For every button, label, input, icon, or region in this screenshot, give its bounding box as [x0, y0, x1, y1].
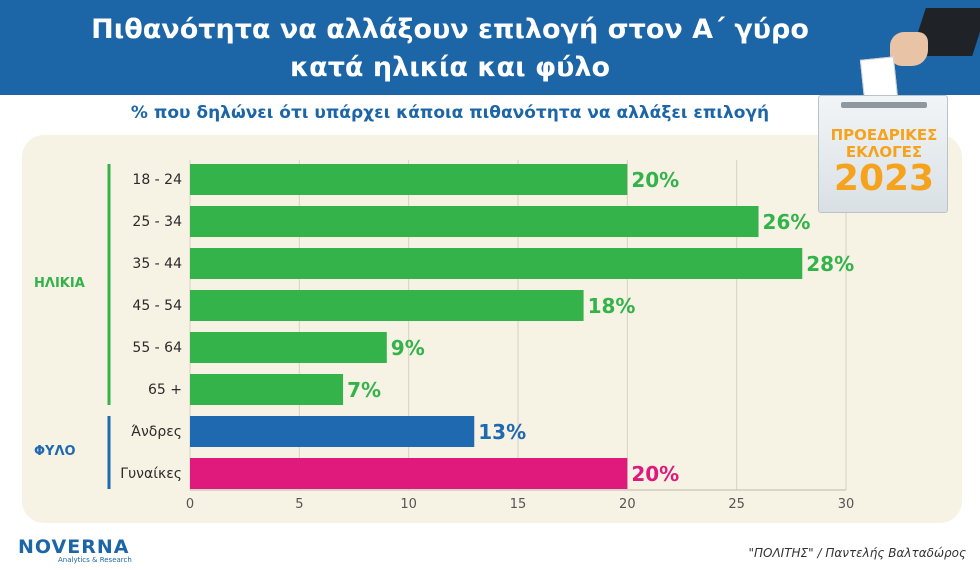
bar: [190, 416, 475, 447]
title-line-2: κατά ηλικία και φύλο: [289, 52, 611, 83]
x-tick-label: 20: [619, 497, 636, 512]
group-label: ΗΛΙΚΙΑ: [34, 275, 85, 291]
badge-line-2: ΕΚΛΟΓΕΣ: [845, 143, 923, 161]
logo-tagline: Analytics & Research: [58, 556, 132, 564]
x-tick-label: 10: [400, 497, 417, 512]
category-label: 18 - 24: [132, 172, 182, 188]
bar: [190, 206, 759, 237]
group-label: ΦΥΛΟ: [34, 443, 76, 459]
bar: [190, 374, 344, 405]
bar: [190, 458, 628, 489]
x-tick-label: 5: [295, 497, 304, 512]
x-tick-label: 0: [185, 497, 195, 512]
value-label: 28%: [806, 252, 855, 276]
category-label: Γυναίκες: [120, 466, 182, 482]
bar: [190, 164, 628, 195]
title-line-1: Πιθανότητα να αλλάξουν επιλογή στον Α΄ γ…: [91, 14, 809, 45]
noverna-logo: NOVERNA: [18, 536, 130, 558]
category-label: 65 +: [148, 382, 182, 398]
value-label: 20%: [631, 462, 680, 486]
election-badge: ΠΡΟΕΔΡΙΚΕΣ ΕΚΛΟΓΕΣ 2023: [818, 95, 948, 213]
source-credit: "ΠΟΛΙΤΗΣ" / Παντελής Βαλταδώρος: [748, 546, 966, 560]
x-tick-label: 25: [728, 497, 745, 512]
x-tick-label: 30: [837, 497, 855, 512]
bar: [190, 290, 584, 321]
category-label: 45 - 54: [132, 298, 182, 314]
category-label: Άνδρες: [131, 424, 182, 440]
chart-subtitle: % που δηλώνει ότι υπάρχει κάποια πιθανότ…: [130, 103, 770, 123]
bar: [190, 332, 387, 363]
value-label: 9%: [390, 336, 425, 360]
badge-line-1: ΠΡΟΕΔΡΙΚΕΣ: [830, 126, 938, 144]
header-banner: Πιθανότητα να αλλάξουν επιλογή στον Α΄ γ…: [0, 0, 980, 95]
category-label: 35 - 44: [132, 256, 182, 272]
badge-year: 2023: [833, 158, 935, 199]
value-label: 18%: [587, 294, 636, 318]
ballot-slot: [841, 102, 927, 108]
value-label: 20%: [631, 168, 680, 192]
x-tick-label: 15: [509, 497, 527, 512]
hand-graphic: [890, 32, 928, 66]
value-label: 13%: [478, 420, 527, 444]
value-label: 7%: [347, 378, 382, 402]
bar: [190, 248, 803, 279]
category-label: 55 - 64: [132, 340, 182, 356]
category-label: 25 - 34: [132, 214, 182, 230]
value-label: 26%: [762, 210, 811, 234]
